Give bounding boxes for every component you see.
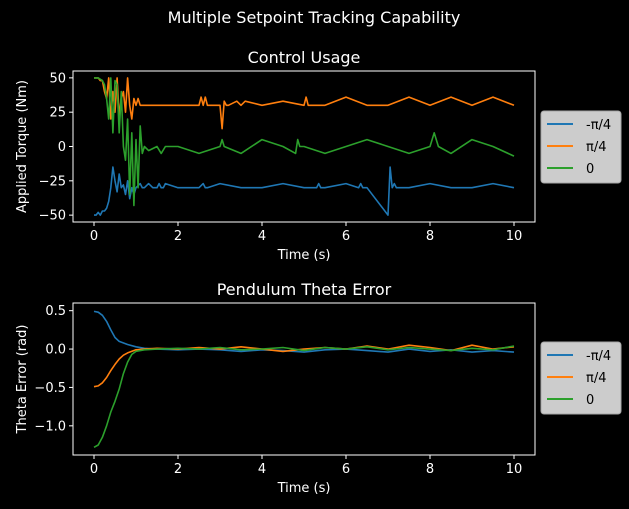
legend: -π/4 π/4 0 [540,341,622,415]
x-tick-label: 0 [90,229,98,244]
y-tick-label: 0.5 [45,304,66,319]
x-tick-label: 6 [342,229,350,244]
x-tick-label: 2 [174,229,182,244]
control-usage-chart: Control Usage 0 2 4 6 8 10 50 25 0 −25 −50 Time (s) A… [15,48,622,263]
x-tick-label: 4 [258,462,266,477]
x-tick-label: 8 [426,462,434,477]
x-tick-label: 10 [506,229,523,244]
figure-title: Multiple Setpoint Tracking Capability [168,8,461,27]
theta-error-chart: Pendulum Theta Error 0 2 4 6 8 10 0.5 0.0 −0.5 −1.… [15,280,622,496]
x-tick-label: 0 [90,462,98,477]
y-tick-label: 0 [58,140,66,155]
plot-frame [72,302,536,456]
legend-label: π/4 [586,140,606,155]
y-tick-label: −25 [39,174,66,189]
y-axis-label: Theta Error (rad) [15,325,30,435]
x-tick-label: 2 [174,462,182,477]
legend: -π/4 π/4 0 [540,110,622,184]
x-tick-label: 6 [342,462,350,477]
x-tick-label: 8 [426,229,434,244]
y-tick-label: −50 [39,209,66,224]
series-line-0 [93,310,515,353]
y-tick-label: −1.0 [34,419,66,434]
series-line-1 [93,344,515,388]
chart-title: Control Usage [248,48,361,67]
y-tick-label: 0.0 [45,343,66,358]
legend-label: -π/4 [586,349,611,364]
x-axis-label: Time (s) [277,248,331,263]
chart-title: Pendulum Theta Error [217,280,392,299]
x-tick-label: 10 [506,462,523,477]
x-axis-label: Time (s) [277,481,331,496]
legend-label: -π/4 [586,118,611,133]
legend-label: 0 [586,162,594,177]
legend-label: 0 [586,393,594,408]
y-tick-label: 25 [49,106,66,121]
series-line-2 [94,77,515,207]
legend-box [540,341,622,415]
y-axis-label: Applied Torque (Nm) [15,80,30,213]
series-line-0 [94,166,515,216]
legend-label: π/4 [586,371,606,386]
legend-box [540,110,622,184]
y-tick-label: −0.5 [34,381,66,396]
y-tick-label: 50 [49,71,66,86]
series-line-2 [93,345,515,449]
x-tick-label: 4 [258,229,266,244]
